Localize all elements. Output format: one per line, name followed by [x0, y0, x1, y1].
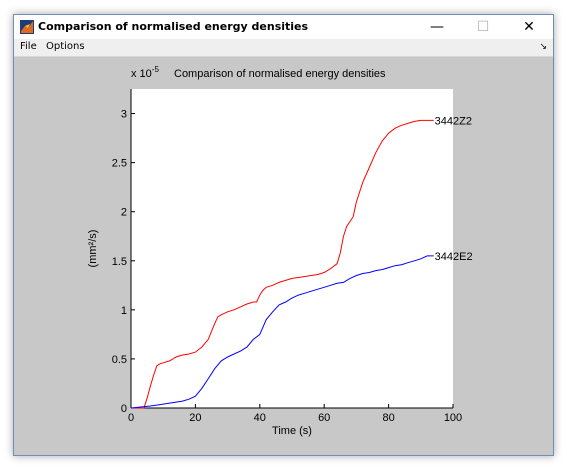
- menu-options[interactable]: Options: [46, 41, 85, 52]
- close-button[interactable]: ✕: [523, 19, 535, 35]
- exponent-prefix: x 10: [131, 68, 152, 80]
- x-tick-label: 20: [189, 412, 201, 424]
- y-tick-label: 0: [121, 403, 127, 415]
- y-tick-label: 2.5: [112, 158, 127, 170]
- y-tick-label: 0.5: [112, 354, 127, 366]
- minimize-button[interactable]: —: [430, 19, 444, 35]
- chart-title: Comparison of normalised energy densitie…: [174, 68, 386, 80]
- axes-background[interactable]: [131, 89, 453, 408]
- title-bar[interactable]: Comparison of normalised energy densitie…: [14, 15, 553, 39]
- maximize-button[interactable]: ☐: [476, 19, 490, 35]
- x-axis-label: Time (s): [272, 425, 312, 437]
- exponent-label: x 10-5: [131, 65, 159, 80]
- series-label-3442Z2: 3442Z2: [435, 115, 472, 127]
- series-line-3442Z2[interactable]: [131, 119, 434, 409]
- menu-file[interactable]: File: [20, 41, 37, 52]
- ticks: 0 20 40 60 80 100 0 0.5 1 1.5 2 2.5 3: [112, 89, 462, 424]
- matlab-icon: [20, 20, 34, 34]
- series-label-3442E2: 3442E2: [435, 251, 473, 263]
- x-tick-label: 40: [254, 412, 266, 424]
- window-title: Comparison of normalised energy densitie…: [38, 20, 309, 33]
- menu-bar: File Options ↘: [14, 39, 553, 57]
- figure-window: Comparison of normalised energy densitie…: [13, 14, 554, 456]
- chart: 0 20 40 60 80 100 0 0.5 1 1.5 2 2.5 3 3442Z2 3442E2 x…: [87, 65, 473, 437]
- x-tick-label: 80: [382, 412, 394, 424]
- x-tick-label: 0: [128, 412, 134, 424]
- y-tick-label: 1: [121, 305, 127, 317]
- exponent-power: -5: [152, 65, 160, 74]
- series-line-3442E2[interactable]: [130, 255, 434, 409]
- y-tick-label: 2: [121, 207, 127, 219]
- dock-arrow-icon[interactable]: ↘: [539, 41, 547, 51]
- labels: 3442Z2 3442E2: [435, 115, 473, 262]
- y-axis-label: (mm²/s): [87, 230, 99, 268]
- y-tick-label: 3: [121, 109, 127, 121]
- y-tick-label: 1.5: [112, 256, 127, 268]
- figure-area: 0 20 40 60 80 100 0 0.5 1 1.5 2 2.5 3 3442Z2 3442E2 x…: [14, 57, 553, 455]
- series-lines: [130, 119, 434, 409]
- x-tick-label: 60: [318, 412, 330, 424]
- x-tick-label: 100: [444, 412, 462, 424]
